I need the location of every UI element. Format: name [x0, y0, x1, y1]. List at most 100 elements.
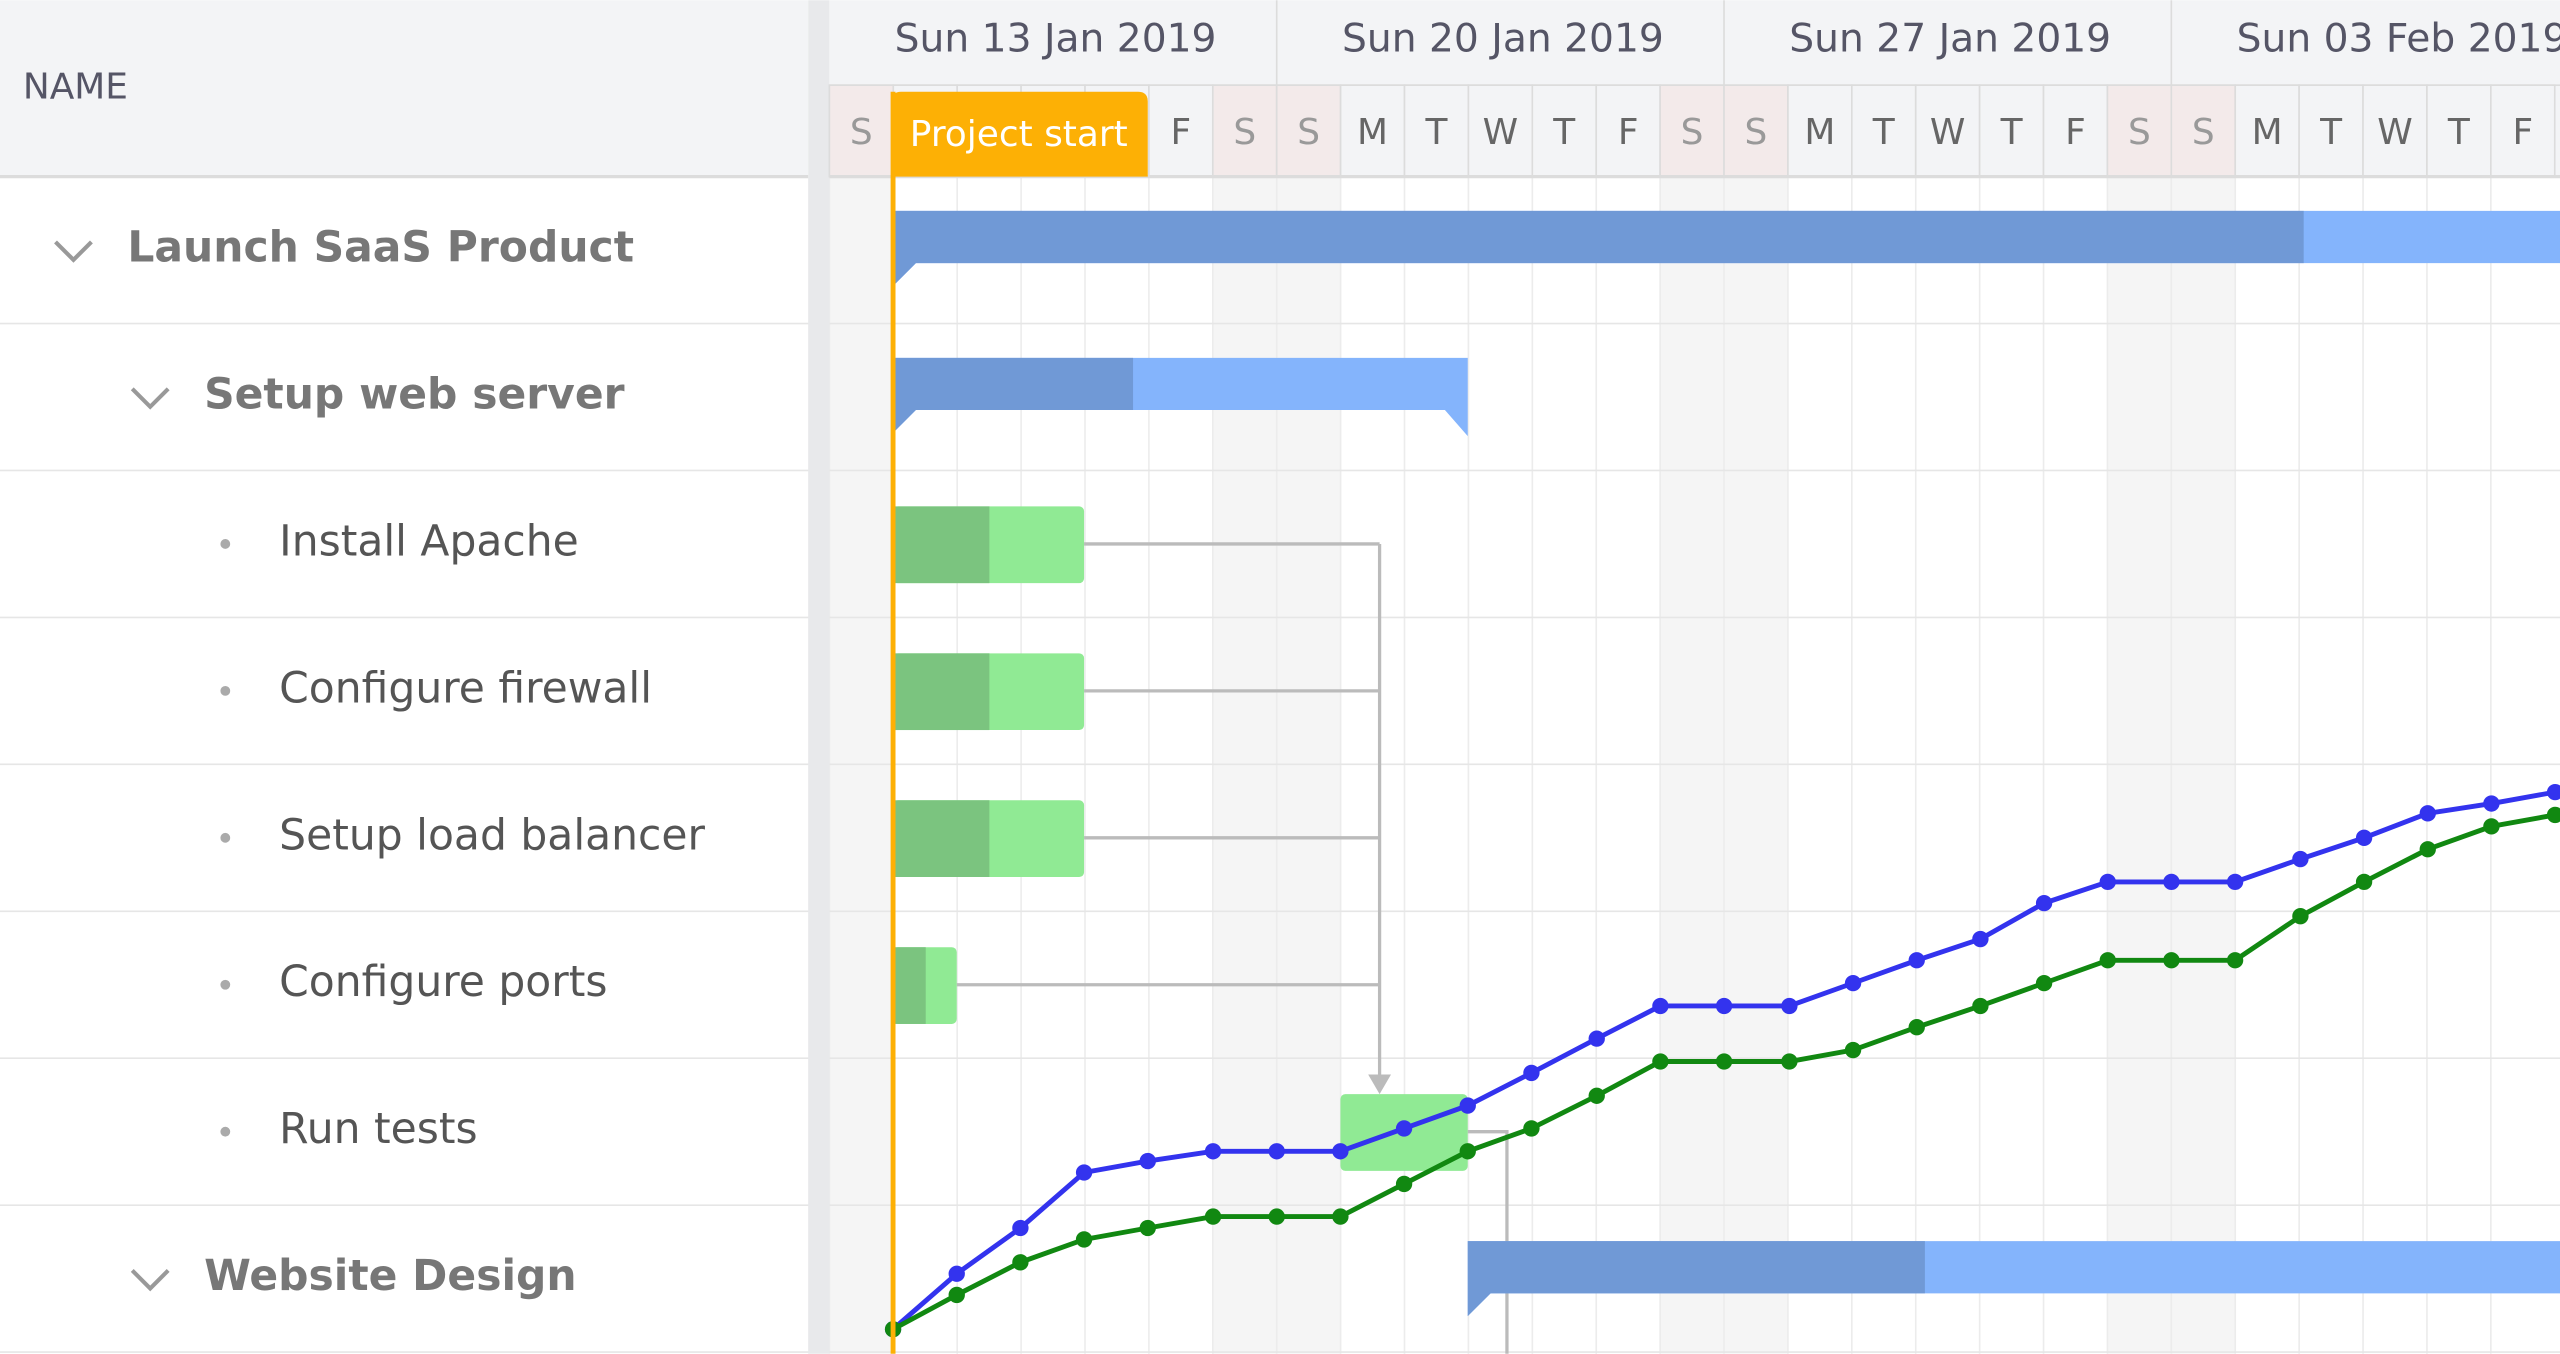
- project-start-tag: [891, 91, 1148, 177]
- day-cell: [1531, 84, 1598, 178]
- progress-point: [1588, 1030, 1605, 1047]
- task-name: Setup web server: [204, 370, 625, 419]
- day-label: S: [1745, 112, 1768, 153]
- day-label: T: [2447, 112, 2471, 153]
- day-label: T: [1552, 112, 1576, 153]
- day-label: S: [2192, 112, 2215, 153]
- progress-point: [1972, 997, 1989, 1015]
- week-label: Sun 03 Feb 2019: [2237, 17, 2560, 62]
- week-label: Sun 20 Jan 2019: [1342, 17, 1664, 62]
- weekend-shade: [829, 176, 894, 1354]
- day-label: W: [1483, 112, 1519, 153]
- day-cell: [2490, 84, 2556, 178]
- day-cell: [1148, 84, 1214, 178]
- progress-point: [1781, 1053, 1798, 1070]
- progress-point: [2099, 952, 2116, 969]
- progress-point: [1139, 1219, 1156, 1237]
- progress-point: [2546, 783, 2560, 801]
- weekend-shade: [1276, 176, 1341, 1354]
- progress-point: [1781, 997, 1798, 1015]
- progress-point: [1715, 997, 1733, 1015]
- bullet: [220, 539, 231, 549]
- name-panel: [0, 176, 809, 1354]
- task-bar-done: [893, 947, 926, 1024]
- task-bar-done: [893, 800, 990, 877]
- progress-point: [2419, 841, 2436, 858]
- progress-point: [2483, 818, 2500, 835]
- splitter: [808, 0, 830, 1354]
- weekend-shade: [1724, 176, 1788, 1354]
- expand-chevron: [130, 1269, 170, 1292]
- day-cell: [2426, 84, 2492, 178]
- task-name: Configure ports: [279, 958, 607, 1007]
- progress-point: [2292, 908, 2309, 925]
- progress-point: [1459, 1143, 1476, 1160]
- bullet: [220, 685, 231, 696]
- day-label: S: [1297, 112, 1320, 153]
- bullet: [220, 979, 231, 990]
- progress-point: [1332, 1208, 1349, 1225]
- day-label: T: [2319, 112, 2343, 153]
- expand-chevron: [54, 240, 93, 263]
- progress-point: [2355, 873, 2373, 891]
- progress-point: [2546, 806, 2560, 824]
- progress-point: [1908, 1019, 1925, 1036]
- progress-point: [1972, 930, 1989, 948]
- day-cell: [2234, 84, 2300, 178]
- progress-point: [1652, 997, 1669, 1015]
- task-name: Setup load balancer: [279, 811, 705, 860]
- day-label: F: [2512, 112, 2533, 153]
- day-cell: [2106, 84, 2173, 178]
- progress-point: [1075, 1164, 1093, 1181]
- dependency-arrow: [1368, 1074, 1392, 1095]
- progress-point: [1268, 1143, 1285, 1160]
- progress-point: [2099, 873, 2116, 891]
- progress-point: [1908, 952, 1925, 969]
- task-name: Launch SaaS Product: [127, 224, 634, 273]
- task-name: Run tests: [279, 1105, 477, 1154]
- progress-point: [1652, 1053, 1669, 1070]
- progress-point: [1844, 1041, 1862, 1059]
- day-label: S: [1233, 112, 1256, 153]
- weekend-shade: [2171, 176, 2236, 1354]
- progress-point: [1844, 974, 1862, 992]
- bullet: [220, 832, 231, 843]
- task-bar-done: [893, 506, 990, 584]
- day-label: M: [2252, 112, 2283, 153]
- progress-point: [1268, 1208, 1285, 1225]
- progress-point: [1012, 1219, 1029, 1237]
- progress-point: [2163, 952, 2180, 969]
- week-label: Sun 13 Jan 2019: [895, 17, 1217, 62]
- progress-point: [1204, 1208, 1222, 1225]
- task-bar-done: [893, 653, 990, 731]
- day-label: S: [2128, 112, 2151, 153]
- day-label: M: [1804, 112, 1835, 153]
- progress-point: [1012, 1254, 1029, 1271]
- day-cell: [1403, 84, 1470, 178]
- progress-point: [1332, 1143, 1349, 1160]
- progress-point: [2035, 894, 2053, 912]
- progress-point: [1139, 1152, 1156, 1170]
- day-cell: [1659, 84, 1725, 178]
- progress-point: [1459, 1097, 1476, 1114]
- day-label: W: [2377, 112, 2413, 153]
- parent-bar-done: [1467, 1241, 1925, 1317]
- bullet: [220, 1126, 231, 1137]
- task-name: Website Design: [204, 1252, 577, 1301]
- day-cell: [2298, 84, 2364, 178]
- weekend-shade: [2107, 176, 2172, 1354]
- project-start-label: Project start: [910, 114, 1128, 155]
- progress-point: [2163, 873, 2180, 891]
- progress-point: [1395, 1175, 1413, 1193]
- day-label: F: [1171, 112, 1192, 153]
- progress-point: [2226, 873, 2244, 891]
- progress-point: [948, 1265, 965, 1282]
- progress-point: [1588, 1087, 1605, 1104]
- progress-point: [1715, 1053, 1733, 1070]
- name-header: [0, 0, 809, 177]
- progress-point: [2419, 805, 2436, 822]
- parent-bar-done: [893, 357, 1134, 433]
- day-label: F: [2065, 112, 2086, 153]
- day-label: M: [1357, 112, 1388, 153]
